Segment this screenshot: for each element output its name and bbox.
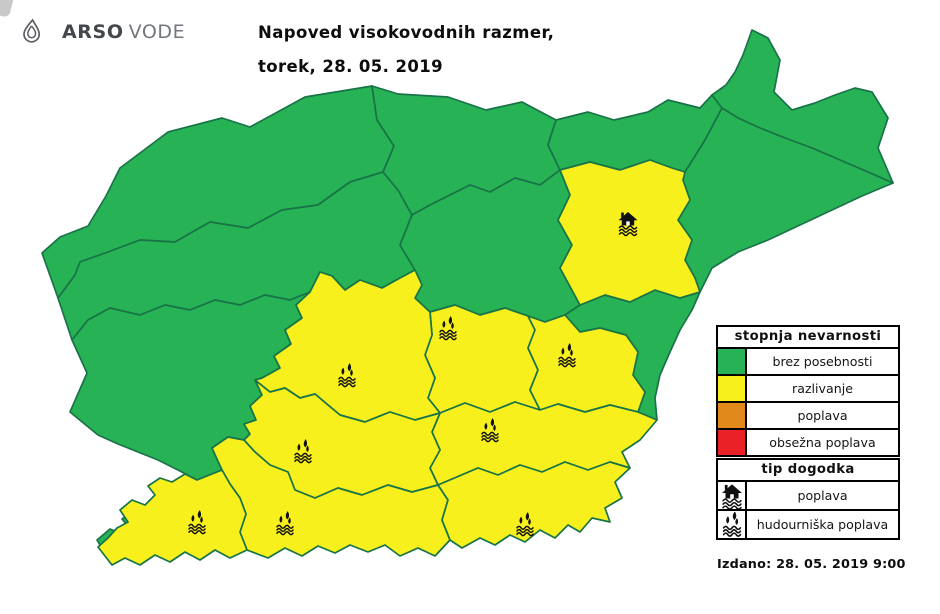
issued-timestamp: Izdano: 28. 05. 2019 9:00 bbox=[717, 557, 906, 572]
region-middle-sava bbox=[424, 304, 541, 414]
page-title: Napoved visokovodnih razmer, torek, 28. … bbox=[258, 16, 554, 84]
hudourniska-poplava-icon bbox=[718, 511, 747, 538]
legend-label: hudourniška poplava bbox=[756, 517, 889, 532]
legend-label: razlivanje bbox=[792, 381, 853, 396]
legend-row-obsezna-poplava: obsežna poplava bbox=[718, 430, 898, 455]
legend-label: poplava bbox=[797, 408, 848, 423]
hudourniska-poplava-icon bbox=[481, 418, 499, 443]
color-swatch-obsezna-poplava bbox=[718, 430, 747, 455]
hudourniska-poplava-icon bbox=[439, 316, 457, 341]
legend-row-poplava: poplava bbox=[718, 403, 898, 430]
hudourniska-poplava-icon bbox=[516, 512, 534, 537]
hudourniska-poplava-icon bbox=[338, 363, 356, 388]
hudourniska-poplava-icon bbox=[276, 511, 294, 536]
poplava-icon bbox=[718, 482, 747, 509]
title-line-2: torek, 28. 05. 2019 bbox=[258, 57, 444, 76]
hudourniska-poplava-icon bbox=[558, 343, 576, 368]
color-swatch-poplava bbox=[718, 403, 747, 428]
legend-row-hudourniska-poplava: hudourniška poplava bbox=[718, 511, 898, 538]
color-swatch-razlivanje bbox=[718, 376, 747, 401]
brand-arso: ARSO bbox=[62, 21, 124, 43]
event-legend-title: tip dogodka bbox=[718, 460, 898, 482]
brand: ARSO VODE bbox=[62, 21, 185, 43]
legend-row-razlivanje: razlivanje bbox=[718, 376, 898, 403]
region-kolpa bbox=[437, 461, 631, 549]
title-line-1: Napoved visokovodnih razmer, bbox=[258, 23, 555, 42]
brand-vode: VODE bbox=[128, 21, 186, 43]
legend-row-brez-posebnosti: brez posebnosti bbox=[718, 349, 898, 376]
hudourniska-poplava-icon bbox=[188, 510, 206, 535]
region-istra bbox=[97, 469, 248, 566]
event-type-legend: tip dogodka poplava hudourniška poplava bbox=[716, 458, 900, 540]
poplava-icon bbox=[618, 212, 638, 237]
arso-drop-logo-icon bbox=[23, 18, 41, 43]
legend-label: brez posebnosti bbox=[772, 354, 873, 369]
danger-legend-title: stopnja nevarnosti bbox=[718, 327, 898, 349]
hudourniska-poplava-icon bbox=[294, 439, 312, 464]
danger-level-legend: stopnja nevarnosti brez posebnosti razliv… bbox=[716, 325, 900, 457]
color-swatch-brez-posebnosti bbox=[718, 349, 747, 374]
legend-label: obsežna poplava bbox=[769, 435, 876, 450]
legend-row-poplava: poplava bbox=[718, 482, 898, 511]
legend-label: poplava bbox=[797, 488, 848, 503]
